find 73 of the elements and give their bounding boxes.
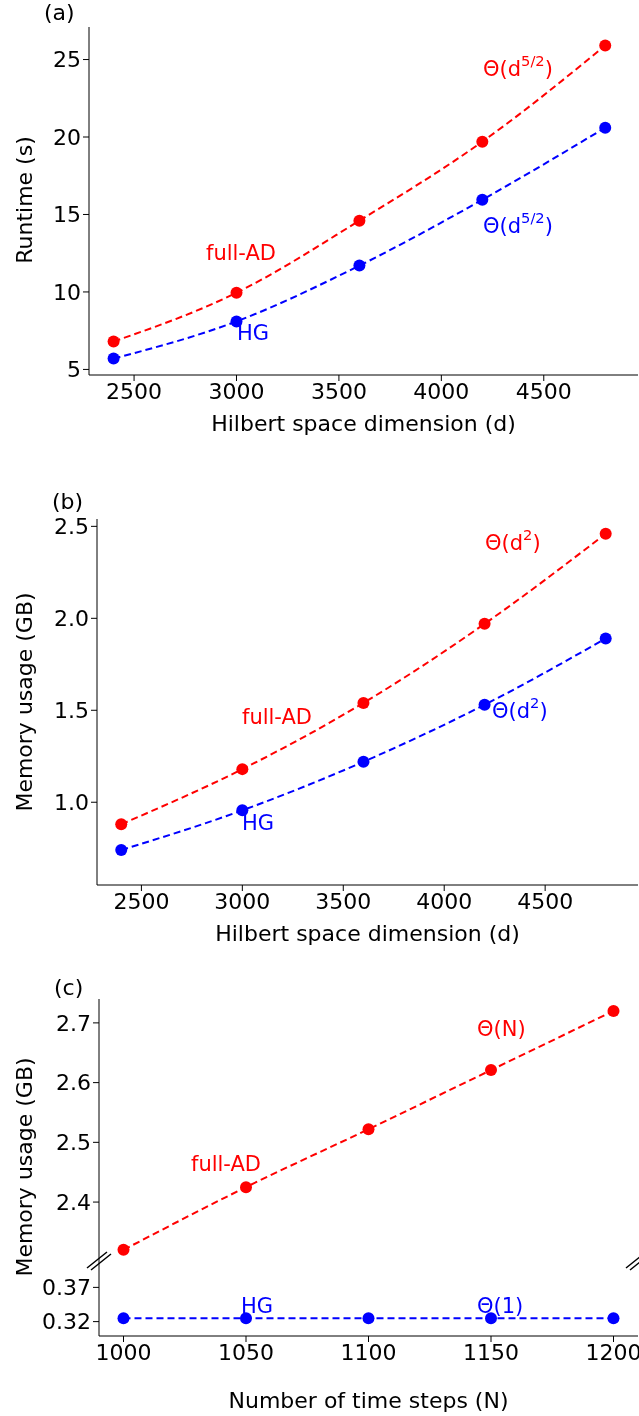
point [478,617,491,630]
point [353,214,366,227]
point [485,1064,497,1077]
y-tick-label: 0.37 [42,1275,91,1301]
series-label: HG [241,1294,274,1318]
y-axis-title: Memory usage (GB) [11,592,37,812]
point [357,755,370,768]
point [107,352,120,365]
y-tick-label: 20 [53,124,81,150]
y-tick-label: 5 [67,357,81,383]
series-label: HG [237,321,270,345]
point [353,259,366,272]
point [115,818,128,831]
y-tick-label: 2.6 [56,1070,91,1096]
x-axis-title: Hilbert space dimension (d) [211,411,516,436]
series-label: full-AD [206,241,277,265]
y-axis-title: Memory usage (GB) [11,1057,37,1277]
y-tick-label: 25 [53,47,81,73]
series-label: full-AD [191,1152,262,1176]
annotation: Θ(d$^{2}$) [485,525,541,555]
point [599,632,612,645]
x-tick-label: 1000 [95,1339,152,1365]
chart-title: (c) [54,975,84,1001]
point [478,698,491,711]
x-tick-label: 4500 [515,378,572,404]
chart-title: (a) [44,0,75,26]
point [115,844,128,857]
y-tick-label: 2.4 [56,1189,91,1215]
y-tick-label: 1.0 [54,790,89,816]
chart-title: (b) [52,489,84,515]
point [607,1004,620,1017]
x-tick-label: 1150 [463,1339,519,1365]
x-tick-label: 1050 [218,1339,274,1365]
point [599,121,612,134]
x-tick-label: 3000 [214,888,271,914]
y-tick-label: 2.5 [56,1130,91,1156]
y-tick-label: 10 [53,279,81,305]
y-tick-label: 2.5 [54,514,89,540]
x-tick-label: 2500 [106,378,163,404]
annotation: Θ(N) [477,1017,526,1041]
point [476,193,489,206]
annotation: Θ(1) [477,1294,524,1318]
x-tick-label: 1100 [340,1339,397,1365]
point [240,1181,252,1194]
x-tick-label: 3000 [208,378,265,404]
y-tick-label: 1.5 [54,698,89,724]
x-axis-title: Number of time steps (N) [228,1388,509,1413]
point [362,1123,375,1136]
annotation: Θ(d$^{2}$) [492,693,548,723]
point [357,696,370,709]
annotation: Θ(d$^{5/2}$) [483,51,553,81]
point [599,39,612,52]
point [230,286,243,299]
x-tick-label: 4500 [517,888,574,914]
x-axis-title: Hilbert space dimension (d) [215,921,520,946]
y-axis-title: Runtime (s) [11,136,37,264]
x-tick-label: 4000 [413,378,470,404]
point [476,135,489,148]
y-tick-label: 2.0 [54,606,89,632]
series-label: HG [242,811,275,835]
x-tick-label: 2500 [113,888,170,914]
point [107,335,120,348]
series-label: full-AD [242,705,313,729]
point [236,763,249,776]
point [117,1243,130,1256]
x-tick-label: 3500 [310,378,367,404]
x-tick-label: 4000 [416,888,473,914]
x-tick-label: 3500 [315,888,372,914]
y-tick-label: 0.32 [42,1309,91,1335]
y-tick-label: 2.7 [56,1010,91,1036]
y-tick-label: 15 [53,202,81,228]
annotation: Θ(d$^{5/2}$) [483,208,553,238]
point [599,527,612,540]
